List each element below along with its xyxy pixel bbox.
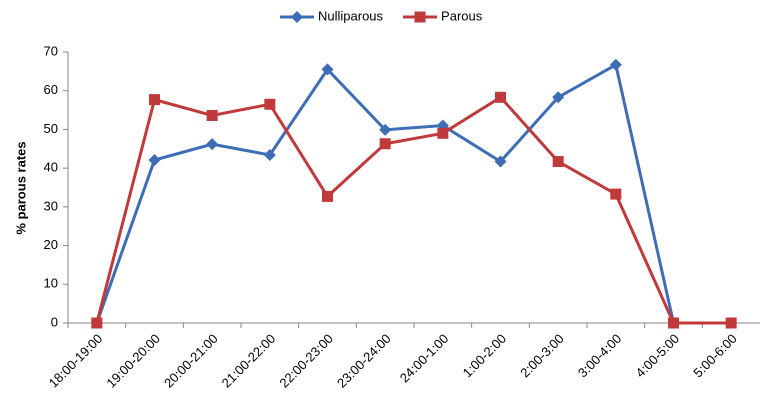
- data-point: [610, 188, 622, 200]
- x-tick-label: 19:00-20:00: [103, 331, 163, 391]
- data-point: [148, 154, 161, 167]
- y-tick-label: 70: [44, 43, 58, 58]
- data-point: [552, 91, 565, 104]
- data-point: [263, 148, 276, 161]
- legend-label: Nulliparous: [318, 8, 384, 23]
- y-tick-label: 40: [44, 160, 58, 175]
- y-axis-label: % parous rates: [13, 141, 28, 234]
- data-point: [668, 317, 679, 329]
- x-tick-label: 2:00-3:00: [517, 331, 566, 380]
- data-point: [494, 155, 507, 168]
- x-tick-label: 23:00-24:00: [334, 331, 394, 391]
- data-point: [609, 58, 622, 71]
- data-point: [91, 317, 103, 329]
- y-tick-label: 60: [44, 82, 58, 97]
- x-tick-label: 22:00-23:00: [276, 331, 336, 391]
- legend-marker: [291, 11, 303, 23]
- data-point: [264, 98, 276, 110]
- y-tick-label: 0: [51, 314, 58, 329]
- data-point: [379, 138, 391, 150]
- data-point: [321, 63, 334, 76]
- series-line: [95, 95, 732, 325]
- x-tick-label: 20:00-21:00: [161, 331, 221, 391]
- data-point: [206, 138, 219, 151]
- legend-marker: [414, 11, 426, 23]
- data-point: [379, 123, 392, 136]
- x-tick-label: 21:00-22:00: [219, 331, 279, 391]
- series-line: [95, 62, 675, 324]
- x-tick-label: 5:00-6:00: [690, 331, 739, 380]
- data-point: [552, 156, 564, 168]
- data-point: [725, 317, 737, 329]
- x-tick-label: 4:00-5:00: [633, 331, 682, 380]
- data-point: [495, 91, 506, 103]
- data-point: [149, 94, 160, 106]
- data-point: [322, 190, 333, 202]
- legend-label: Parous: [441, 8, 483, 23]
- x-tick-label: 3:00-4:00: [575, 331, 624, 380]
- y-tick-label: 20: [44, 237, 58, 252]
- x-tick-label: 1:00-2:00: [460, 331, 509, 380]
- y-tick-label: 10: [44, 276, 58, 291]
- x-tick-label: 24:00-1:00: [397, 331, 452, 386]
- data-point: [206, 109, 218, 121]
- data-point: [437, 127, 449, 139]
- x-tick-label: 18:00-19:00: [46, 331, 106, 391]
- y-tick-label: 50: [44, 121, 58, 136]
- y-tick-label: 30: [44, 198, 58, 213]
